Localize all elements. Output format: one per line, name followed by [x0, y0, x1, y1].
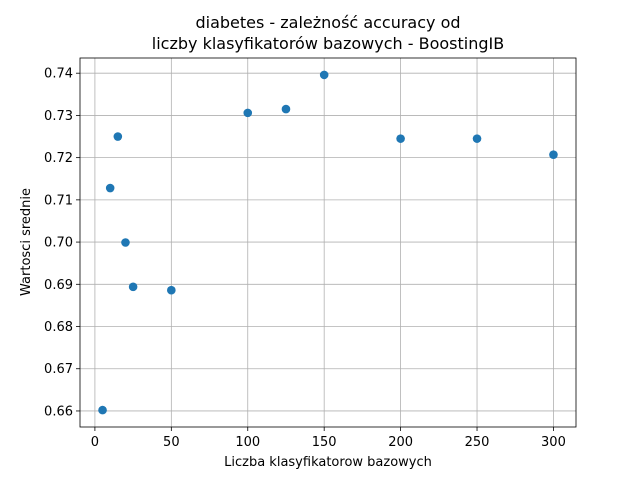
plot-area-frame [79, 57, 577, 428]
y-tick-label: 0.74 [44, 67, 73, 82]
data-points [98, 70, 558, 415]
x-axis-label: Liczba klasyfikatorow bazowych [224, 455, 432, 470]
y-tick-label: 0.70 [44, 236, 73, 251]
data-point [128, 282, 138, 292]
x-tick-label: 250 [465, 435, 490, 450]
y-axis-label: Wartosci srednie [19, 188, 34, 296]
data-point [472, 134, 482, 143]
x-tick-label: 150 [312, 435, 337, 450]
x-tick-label: 100 [235, 435, 260, 450]
data-point [98, 405, 107, 415]
y-tick-label: 0.68 [44, 320, 73, 335]
x-tick-label: 50 [163, 435, 180, 450]
y-tick-label: 0.67 [44, 362, 73, 377]
data-point [281, 104, 291, 114]
data-point [243, 108, 253, 118]
y-tick-label: 0.72 [44, 151, 73, 166]
y-tick-label: 0.73 [44, 109, 73, 124]
x-axis-ticks: 0 50 100 150 200 250 300 [91, 427, 566, 450]
x-tick-label: 200 [388, 435, 413, 450]
data-point [549, 150, 558, 159]
y-tick-label: 0.71 [44, 193, 73, 208]
y-tick-label: 0.66 [44, 404, 73, 419]
data-point [319, 70, 329, 80]
data-point [396, 134, 405, 143]
y-tick-label: 0.69 [44, 278, 73, 293]
data-point [113, 132, 123, 141]
y-axis-ticks: 0.66 0.67 0.68 0.69 0.70 0.71 0.72 0.73 0.74 [44, 67, 80, 419]
grid-lines [80, 58, 576, 427]
chart-title-line-2: liczby klasyfikatorów bazowych - Boostin… [152, 34, 504, 53]
data-point [105, 183, 115, 193]
chart-title-line-1: diabetes - zależność accuracy od [195, 13, 460, 32]
x-tick-label: 300 [541, 435, 566, 450]
data-point [121, 238, 130, 247]
data-point [167, 285, 176, 295]
x-tick-label: 0 [91, 435, 99, 450]
